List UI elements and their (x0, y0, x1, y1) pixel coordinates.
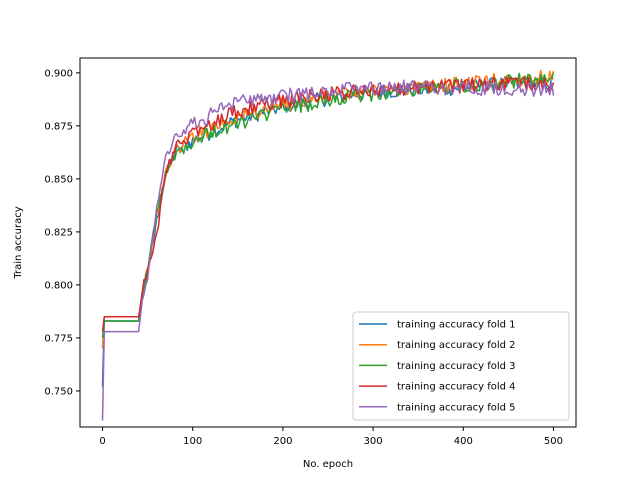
x-tick-label: 100 (183, 436, 202, 447)
y-tick-label: 0.825 (44, 227, 73, 238)
y-tick-label: 0.775 (44, 333, 73, 344)
series-line-fold-3 (101, 72, 555, 338)
x-tick-label: 500 (544, 436, 563, 447)
y-tick-label: 0.850 (44, 174, 73, 185)
y-tick-label: 0.750 (44, 386, 73, 397)
series-line-fold-4 (101, 76, 555, 332)
legend: training accuracy fold 1 training accurac… (352, 311, 570, 421)
legend-label: training accuracy fold 2 (397, 340, 516, 351)
x-axis: 0 100 200 300 400 500 (99, 427, 563, 447)
x-tick-label: 200 (273, 436, 292, 447)
legend-label: training accuracy fold 3 (397, 361, 516, 372)
series-layer (101, 69, 555, 421)
x-axis-label: No. epoch (303, 459, 353, 470)
plot-frame (79, 57, 577, 428)
legend-label: training accuracy fold 4 (397, 382, 516, 393)
y-tick-label: 0.800 (44, 280, 73, 291)
legend-box (352, 311, 570, 421)
y-tick-label: 0.900 (44, 68, 73, 79)
y-axis: 0.750 0.775 0.800 0.825 0.850 0.875 0.900 (44, 68, 80, 397)
y-tick-label: 0.875 (44, 121, 73, 132)
legend-label: training accuracy fold 5 (397, 402, 516, 413)
x-tick-label: 0 (99, 436, 105, 447)
legend-label: training accuracy fold 1 (397, 320, 516, 331)
y-axis-label: Train accuracy (13, 206, 24, 279)
x-tick-label: 300 (364, 436, 383, 447)
x-tick-label: 400 (454, 436, 473, 447)
series-line-fold-5 (101, 79, 555, 421)
